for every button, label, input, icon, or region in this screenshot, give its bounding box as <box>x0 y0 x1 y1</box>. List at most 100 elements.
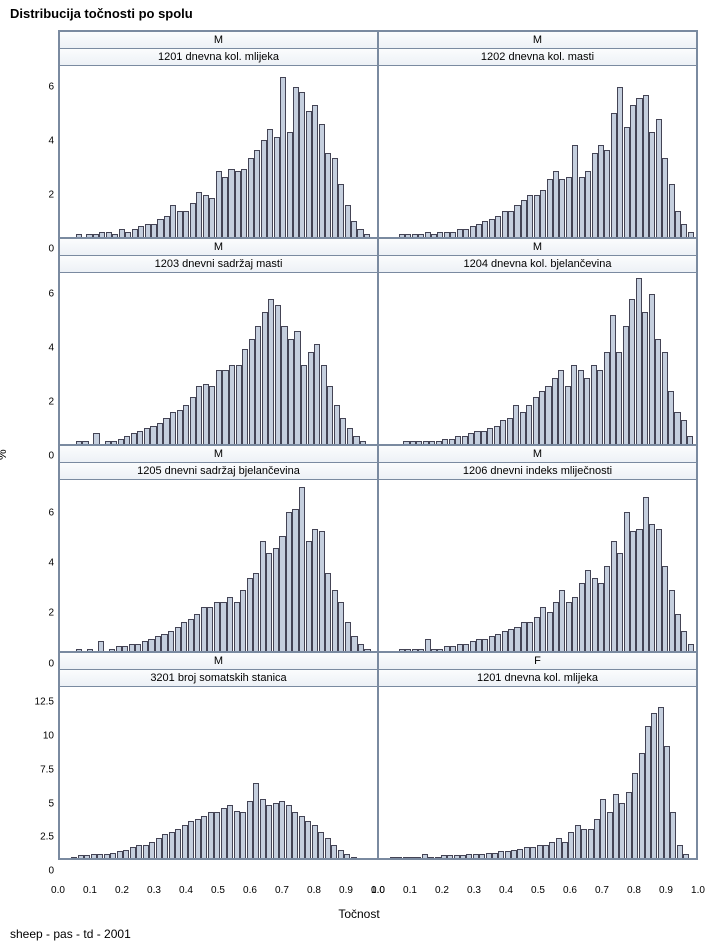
bar <box>130 847 136 858</box>
bar <box>222 370 228 444</box>
bar <box>182 825 188 858</box>
bar <box>681 631 687 651</box>
bar <box>190 203 196 237</box>
bar <box>463 644 469 651</box>
bar <box>540 607 546 651</box>
x-tick-label: 0.0 <box>371 885 385 896</box>
bar <box>86 234 92 237</box>
bar <box>93 433 99 444</box>
bar <box>636 529 642 651</box>
bar <box>585 171 591 237</box>
bar <box>155 636 161 651</box>
bar <box>482 221 488 237</box>
bar <box>613 794 619 858</box>
panel-group-top: M <box>60 653 377 670</box>
y-tick-label: 6 <box>48 508 54 519</box>
bar <box>327 386 333 444</box>
bar <box>604 566 610 652</box>
bar <box>312 529 318 651</box>
bar <box>351 636 357 651</box>
bar <box>177 410 183 444</box>
bar <box>273 803 279 858</box>
bar <box>623 326 629 444</box>
chart-root: Distribucija točnosti po spolu % M1201 d… <box>0 0 718 945</box>
bar <box>645 726 651 858</box>
bar <box>345 622 351 651</box>
bar <box>214 602 220 651</box>
bar <box>216 370 222 444</box>
bar <box>585 570 591 651</box>
bar <box>360 441 366 444</box>
bar <box>668 391 674 444</box>
panel: M1203 dnevni sadržaj masti <box>59 238 378 445</box>
bar <box>677 845 683 858</box>
bar <box>664 746 670 858</box>
bar <box>122 646 128 651</box>
bar <box>105 441 111 444</box>
y-tick-label: 7.5 <box>40 764 54 775</box>
y-tick-label: 0 <box>48 866 54 877</box>
bar <box>473 854 479 858</box>
bar <box>507 418 513 444</box>
bar <box>592 578 598 651</box>
bar <box>562 842 568 858</box>
bar <box>227 805 233 858</box>
panel-group-sub: 1206 dnevni indeks mliječnosti <box>379 463 696 480</box>
bar <box>188 619 194 651</box>
bar <box>636 98 642 237</box>
bar <box>558 370 564 444</box>
bar <box>222 177 228 238</box>
bar <box>338 602 344 651</box>
bar <box>559 590 565 651</box>
bar <box>305 821 311 858</box>
bar <box>626 792 632 858</box>
bar <box>688 644 694 651</box>
bar <box>450 232 456 237</box>
y-tick-label: 6 <box>48 289 54 300</box>
bar <box>524 847 530 858</box>
bar <box>575 825 581 858</box>
bar <box>617 87 623 237</box>
bar <box>539 391 545 444</box>
bar <box>292 812 298 858</box>
bar <box>447 855 453 858</box>
bar <box>486 853 492 858</box>
bar <box>508 211 514 237</box>
y-tick-label: 4 <box>48 558 54 569</box>
histogram-bars <box>60 66 377 237</box>
bar <box>534 617 540 651</box>
bar <box>572 597 578 651</box>
bar <box>670 812 676 858</box>
bar <box>405 234 411 237</box>
bar <box>591 365 597 444</box>
bar <box>604 352 610 444</box>
x-tick-label: 0.1 <box>403 885 417 896</box>
histogram-bars <box>60 273 377 444</box>
bar <box>240 590 246 651</box>
bar <box>104 854 110 858</box>
bar <box>274 137 280 237</box>
bar <box>688 232 694 237</box>
bar <box>194 614 200 651</box>
bar <box>338 184 344 237</box>
panel: M1201 dnevna kol. mlijeka <box>59 31 378 238</box>
panel-body <box>379 273 696 444</box>
bar <box>530 847 536 858</box>
bar <box>437 232 443 237</box>
bar <box>630 105 636 237</box>
bar <box>418 649 424 651</box>
bar <box>253 573 259 651</box>
panel-group-top: M <box>60 239 377 256</box>
bar <box>150 426 156 444</box>
bar <box>308 352 314 444</box>
bar <box>521 200 527 237</box>
bar <box>431 234 437 237</box>
x-tick-label: 0.6 <box>563 885 577 896</box>
panel-group-sub: 1201 dnevna kol. mlijeka <box>379 670 696 687</box>
bar <box>209 198 215 237</box>
panel-group-sub: 1205 dnevni sadržaj bjelančevina <box>60 463 377 480</box>
bar <box>117 851 123 858</box>
bar <box>460 855 466 858</box>
bar <box>279 536 285 651</box>
y-tick-label: 12.5 <box>35 697 54 708</box>
